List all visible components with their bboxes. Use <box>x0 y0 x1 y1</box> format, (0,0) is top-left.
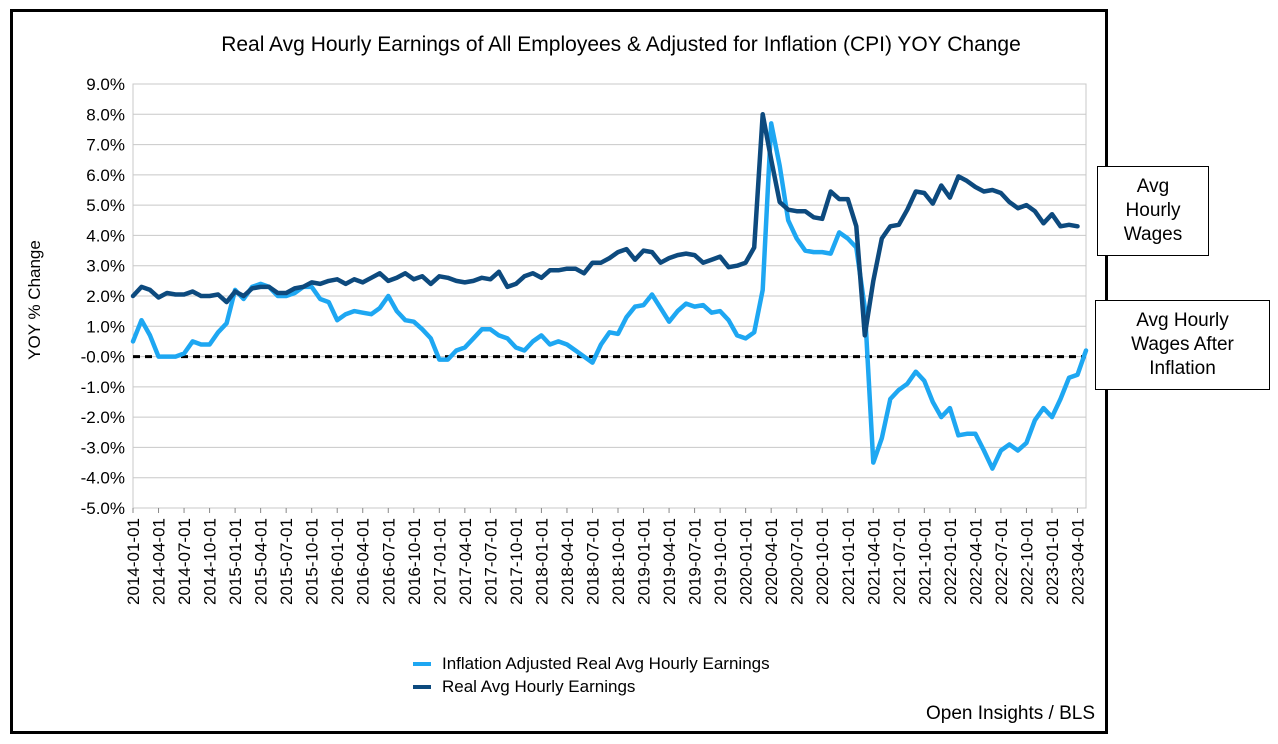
legend-item: Real Avg Hourly Earnings <box>413 675 770 698</box>
x-tick-label: 2017-01-01 <box>430 518 449 605</box>
y-tick-label: 5.0% <box>86 196 125 215</box>
x-tick-label: 2022-04-01 <box>966 518 985 605</box>
legend-swatch <box>413 661 431 666</box>
y-tick-label: 7.0% <box>86 136 125 155</box>
y-tick-label: 9.0% <box>86 75 125 94</box>
y-tick-label: 2.0% <box>86 287 125 306</box>
x-tick-label: 2020-01-01 <box>737 518 756 605</box>
x-tick-label: 2021-07-01 <box>890 518 909 605</box>
x-tick-label: 2015-01-01 <box>226 518 245 605</box>
callout-wages-after-inflation: Avg Hourly Wages After Inflation <box>1095 300 1270 390</box>
x-tick-label: 2022-10-01 <box>1017 518 1036 605</box>
x-tick-label: 2015-07-01 <box>277 518 296 605</box>
source-note: Open Insights / BLS <box>926 703 1095 724</box>
y-tick-label: 8.0% <box>86 105 125 124</box>
legend-item: Inflation Adjusted Real Avg Hourly Earni… <box>413 652 770 675</box>
chart-title: Real Avg Hourly Earnings of All Employee… <box>221 33 1021 56</box>
x-tick-label: 2017-07-01 <box>481 518 500 605</box>
x-tick-label: 2014-10-01 <box>201 518 220 605</box>
x-tick-label: 2015-10-01 <box>303 518 322 605</box>
legend: Inflation Adjusted Real Avg Hourly Earni… <box>413 652 770 698</box>
y-tick-label: 1.0% <box>86 317 125 336</box>
x-tick-label: 2018-10-01 <box>609 518 628 605</box>
x-tick-label: 2016-01-01 <box>328 518 347 605</box>
x-tick-label: 2014-04-01 <box>150 518 169 605</box>
x-tick-label: 2021-10-01 <box>915 518 934 605</box>
callout-avg-hourly-wages: Avg Hourly Wages <box>1097 166 1209 256</box>
x-tick-label: 2022-01-01 <box>941 518 960 605</box>
series-line-inflation-adjusted <box>130 121 1089 471</box>
x-tick-label: 2020-07-01 <box>788 518 807 605</box>
x-tick-label: 2019-01-01 <box>635 518 654 605</box>
x-tick-label: 2023-01-01 <box>1043 518 1062 605</box>
y-tick-label: -0.0% <box>81 348 125 367</box>
y-tick-label: -2.0% <box>81 408 125 427</box>
y-tick-label: 6.0% <box>86 166 125 185</box>
series-line-real-avg-hourly-earnings <box>130 112 1080 338</box>
y-tick-label: 3.0% <box>86 257 125 276</box>
x-tick-label: 2019-07-01 <box>686 518 705 605</box>
x-tick-label: 2021-01-01 <box>839 518 858 605</box>
x-tick-label: 2018-04-01 <box>558 518 577 605</box>
x-tick-label: 2016-10-01 <box>405 518 424 605</box>
y-tick-label: 4.0% <box>86 226 125 245</box>
y-tick-label: -1.0% <box>81 378 125 397</box>
y-axis-ticks: 9.0% 8.0% 7.0% 6.0% 5.0% 4.0% 3.0% 2.0% 1.0% -0.0… <box>81 75 125 518</box>
legend-label: Inflation Adjusted Real Avg Hourly Earni… <box>442 653 770 673</box>
x-tick-label: 2016-04-01 <box>354 518 373 605</box>
x-tick-label: 2020-10-01 <box>813 518 832 605</box>
x-tick-label: 2019-04-01 <box>660 518 679 605</box>
x-tick-label: 2020-04-01 <box>762 518 781 605</box>
x-tick-label: 2022-07-01 <box>992 518 1011 605</box>
x-tick-label: 2023-04-01 <box>1068 518 1087 605</box>
legend-label: Real Avg Hourly Earnings <box>442 676 636 696</box>
y-tick-label: -3.0% <box>81 438 125 457</box>
y-tick-label: -5.0% <box>81 499 125 518</box>
x-tick-label: 2019-10-01 <box>711 518 730 605</box>
x-tick-label: 2014-07-01 <box>175 518 194 605</box>
x-tick-label: 2016-07-01 <box>379 518 398 605</box>
y-tick-label: -4.0% <box>81 469 125 488</box>
x-tick-label: 2021-04-01 <box>864 518 883 605</box>
x-tick-label: 2018-01-01 <box>532 518 551 605</box>
x-tick-label: 2015-04-01 <box>252 518 271 605</box>
x-tick-label: 2014-01-01 <box>124 518 143 605</box>
x-axis-ticks: 2014-01-01 2014-04-01 2014-07-01 2014-10-01… <box>124 508 1087 605</box>
x-tick-label: 2017-04-01 <box>456 518 475 605</box>
x-tick-label: 2017-10-01 <box>507 518 526 605</box>
series-lines <box>130 112 1089 471</box>
legend-swatch <box>413 684 431 689</box>
x-tick-label: 2018-07-01 <box>583 518 602 605</box>
